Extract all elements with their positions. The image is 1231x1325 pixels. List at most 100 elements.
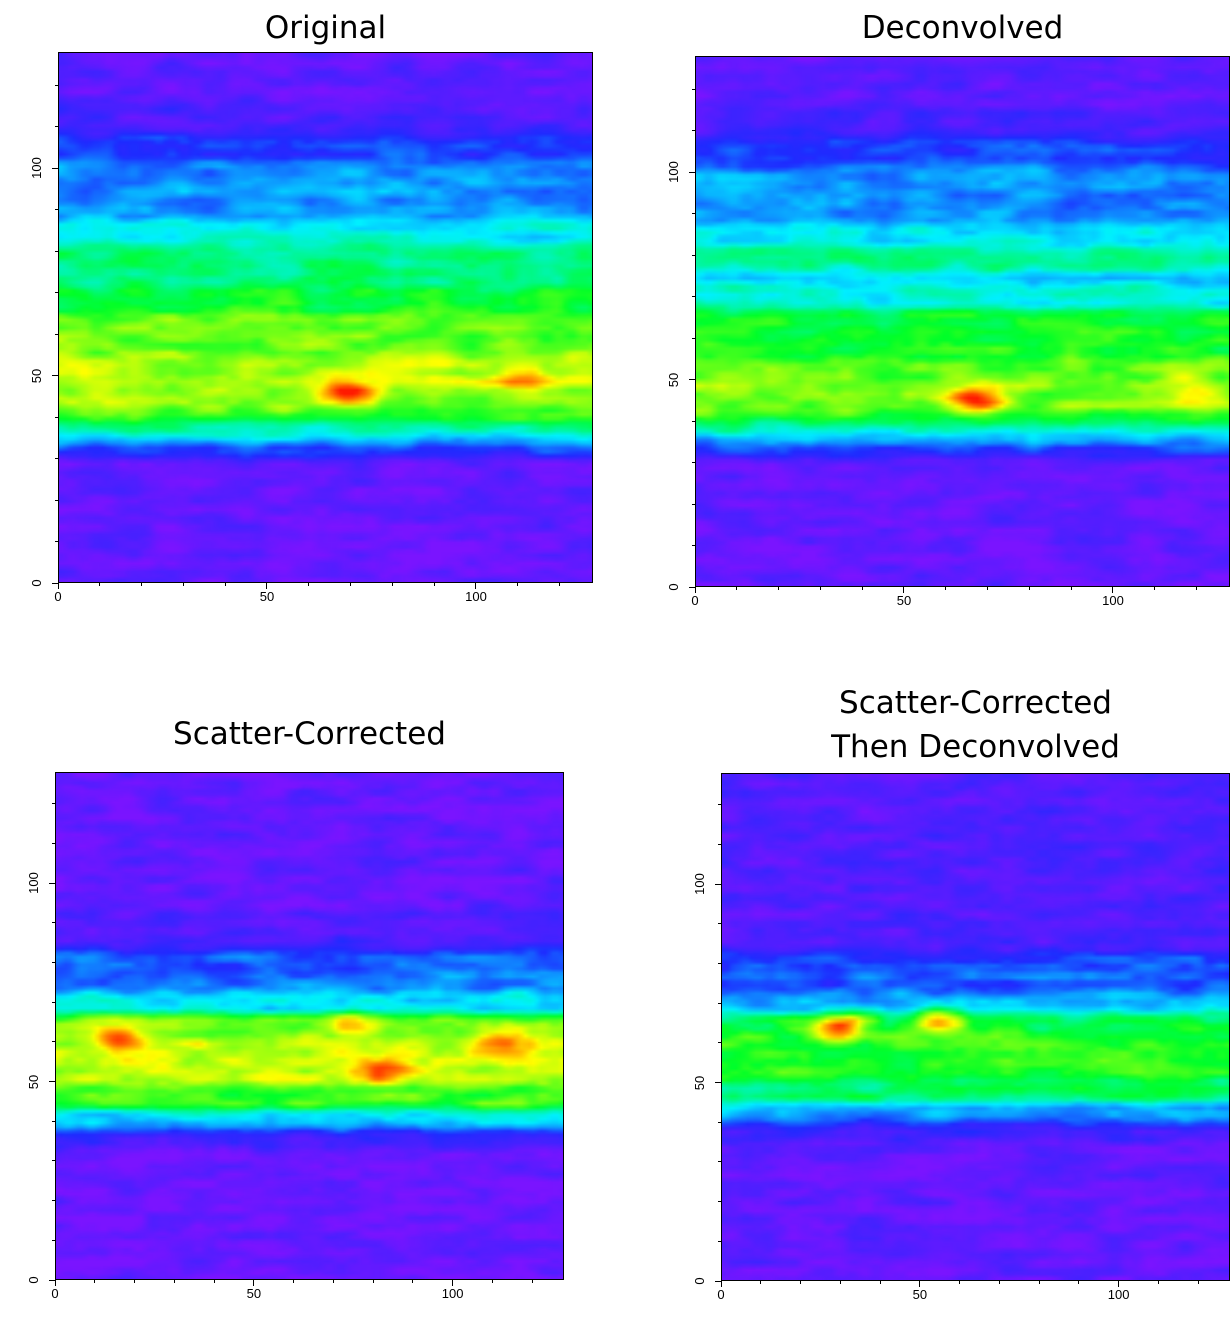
y-tick-mark <box>715 1082 721 1084</box>
x-minor-tick <box>224 583 226 586</box>
x-minor-tick <box>861 587 863 590</box>
x-minor-tick <box>1028 587 1030 590</box>
x-minor-tick <box>182 583 184 586</box>
y-minor-tick <box>692 420 695 422</box>
heatmap-plot-area <box>55 772 564 1280</box>
x-tick-label: 0 <box>54 589 62 604</box>
y-minor-tick <box>692 296 695 298</box>
x-minor-tick <box>141 583 143 586</box>
y-tick-label: 100 <box>692 873 707 895</box>
y-minor-tick <box>692 254 695 256</box>
y-tick-mark <box>715 1280 721 1282</box>
y-minor-tick <box>55 499 58 501</box>
heatmap-image <box>59 53 592 582</box>
y-tick-label: 0 <box>26 1276 41 1284</box>
x-minor-tick <box>491 1280 493 1283</box>
y-minor-tick <box>718 923 721 925</box>
y-minor-tick <box>52 962 55 963</box>
x-minor-tick <box>945 587 947 590</box>
y-tick-mark <box>689 379 695 381</box>
y-tick-label: 50 <box>29 368 44 383</box>
y-minor-tick <box>52 1001 55 1003</box>
x-minor-tick <box>879 1281 881 1284</box>
x-tick-label: 0 <box>51 1286 59 1301</box>
x-tick-mark <box>57 583 59 589</box>
y-tick-mark <box>49 1081 55 1083</box>
x-minor-tick <box>308 583 310 586</box>
y-tick-label: 100 <box>666 161 681 184</box>
y-tick-label: 50 <box>692 1075 707 1090</box>
y-tick-label: 50 <box>666 372 681 387</box>
x-minor-tick <box>998 1281 1000 1284</box>
y-minor-tick <box>55 541 58 543</box>
y-minor-tick <box>55 292 58 294</box>
x-tick-label: 100 <box>1102 593 1124 608</box>
x-minor-tick <box>1197 1281 1199 1284</box>
x-minor-tick <box>531 1280 533 1283</box>
chart-title: Deconvolved <box>861 10 1064 46</box>
x-minor-tick <box>134 1280 136 1283</box>
x-tick-label: 100 <box>441 1286 464 1301</box>
x-tick-label: 0 <box>717 1287 725 1302</box>
x-tick-label: 50 <box>259 589 275 604</box>
x-minor-tick <box>350 583 352 586</box>
x-tick-label: 50 <box>246 1286 262 1301</box>
x-tick-mark <box>266 583 268 589</box>
y-minor-tick <box>52 1041 55 1043</box>
x-minor-tick <box>94 1280 96 1283</box>
y-tick-mark <box>52 375 58 377</box>
y-minor-tick <box>718 804 721 806</box>
x-minor-tick <box>412 1280 414 1283</box>
y-tick-mark <box>52 167 58 169</box>
y-tick-label: 0 <box>29 579 44 587</box>
y-tick-mark <box>49 882 55 884</box>
x-minor-tick <box>760 1281 762 1284</box>
y-minor-tick <box>52 1120 55 1122</box>
x-minor-tick <box>1070 587 1072 590</box>
x-minor-tick <box>959 1281 961 1284</box>
x-minor-tick <box>372 1280 374 1283</box>
x-tick-mark <box>452 1280 454 1286</box>
x-tick-label: 0 <box>691 593 699 608</box>
y-minor-tick <box>52 1200 55 1202</box>
x-tick-mark <box>1112 587 1114 593</box>
x-minor-tick <box>736 587 738 590</box>
x-minor-tick <box>1078 1281 1080 1284</box>
y-minor-tick <box>55 416 58 418</box>
x-tick-mark <box>475 583 477 589</box>
x-minor-tick <box>1196 587 1198 590</box>
heatmap-plot-area <box>695 56 1230 587</box>
x-tick-mark <box>1118 1281 1120 1287</box>
chart-title: Original <box>264 10 387 46</box>
chart-title: Scatter-Corrected <box>839 685 1112 721</box>
y-tick-mark <box>49 1279 55 1281</box>
heatmap-image <box>56 773 563 1279</box>
y-minor-tick <box>718 843 721 845</box>
x-minor-tick <box>559 583 561 586</box>
y-minor-tick <box>52 922 55 924</box>
x-minor-tick <box>391 583 393 586</box>
x-tick-label: 100 <box>465 589 487 604</box>
x-minor-tick <box>1038 1281 1040 1284</box>
x-minor-tick <box>433 583 435 586</box>
y-minor-tick <box>718 1121 721 1123</box>
x-tick-label: 100 <box>1107 1287 1130 1302</box>
x-tick-mark <box>54 1280 56 1286</box>
y-tick-label: 50 <box>26 1074 41 1089</box>
y-tick-mark <box>52 582 58 584</box>
y-minor-tick <box>692 462 695 464</box>
x-tick-label: 50 <box>896 593 912 608</box>
y-tick-mark <box>689 586 695 588</box>
x-tick-mark <box>919 1281 921 1287</box>
x-minor-tick <box>800 1281 802 1284</box>
heatmap-plot-area <box>58 52 593 583</box>
y-tick-label: 0 <box>692 1277 707 1285</box>
y-minor-tick <box>718 1161 721 1163</box>
y-minor-tick <box>692 88 695 90</box>
y-minor-tick <box>55 126 58 128</box>
y-minor-tick <box>55 333 58 335</box>
x-minor-tick <box>99 583 101 586</box>
y-minor-tick <box>55 84 58 86</box>
y-minor-tick <box>692 213 695 215</box>
x-tick-mark <box>720 1281 722 1287</box>
